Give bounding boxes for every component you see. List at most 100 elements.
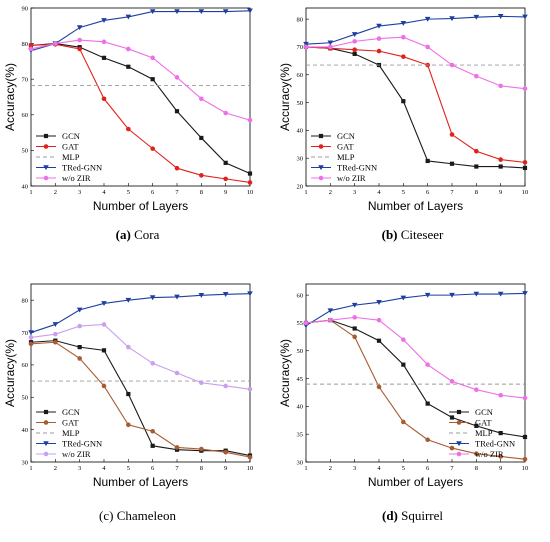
data-point-w-o-zir <box>150 55 155 61</box>
series-line-gat <box>30 43 251 183</box>
series-line-tred-gnn <box>30 10 251 52</box>
data-point-tred-gnn <box>497 291 504 297</box>
data-point-w-o-zir <box>101 39 107 45</box>
data-point-w-o-zir <box>150 360 155 366</box>
data-point-gat <box>101 96 107 102</box>
data-point-tred-gnn <box>101 301 107 307</box>
y-tick-label: 50 <box>297 348 304 355</box>
data-point-tred-gnn <box>174 9 180 15</box>
data-point-gcn <box>126 64 131 69</box>
data-point-gcn <box>101 55 107 60</box>
data-point-tred-gnn <box>376 300 382 305</box>
data-point-gat <box>126 422 131 428</box>
legend-marker <box>43 133 49 139</box>
x-tick-label: 6 <box>426 465 430 472</box>
x-tick-label: 1 <box>304 465 307 472</box>
series-line-tred-gnn <box>305 292 526 327</box>
x-tick-label: 7 <box>450 465 454 472</box>
x-tick-label: 8 <box>200 465 203 472</box>
legend-marker <box>43 175 49 181</box>
legend-marker <box>318 133 324 139</box>
y-axis-label: Accuracy(%) <box>278 339 292 407</box>
legend-marker <box>43 409 49 415</box>
x-tick-label: 10 <box>522 465 529 472</box>
x-tick-label: 10 <box>247 189 254 196</box>
data-point-w-o-zir <box>28 46 34 52</box>
data-point-tred-gnn <box>222 9 229 15</box>
legend-label: MLP <box>62 428 80 438</box>
caption-name: Squirrel <box>401 508 444 523</box>
x-tick-label: 1 <box>304 189 307 196</box>
data-point-gcn <box>474 164 479 169</box>
chart-cora: 1 2 3 4 5 6 7 8 9 10 40 50 60 70 80 90 Number of Layers A… <box>0 0 275 215</box>
caption-name: Cora <box>134 227 160 242</box>
y-tick-label: 90 <box>22 5 29 12</box>
data-point-tred-gnn <box>149 9 156 15</box>
caption-chameleon: (c) Chameleon <box>0 508 275 524</box>
data-point-gat <box>199 446 204 452</box>
series-line-tred-gnn <box>305 15 526 45</box>
data-point-tred-gnn <box>327 40 334 46</box>
legend-marker <box>456 409 462 415</box>
data-point-w-o-zir <box>174 370 180 376</box>
y-tick-label: 30 <box>22 459 29 466</box>
data-point-gcn <box>101 348 107 353</box>
data-point-tred-gnn <box>28 330 34 336</box>
data-point-gat <box>352 334 357 340</box>
data-point-gat <box>425 437 430 443</box>
series-line-tred-gnn <box>30 293 251 334</box>
data-point-gat <box>352 47 357 53</box>
legend-marker <box>318 175 324 181</box>
data-point-gat <box>101 383 107 389</box>
data-point-gcn <box>174 109 180 114</box>
legend-marker <box>43 451 49 457</box>
data-point-gcn <box>474 423 479 428</box>
series-w-o-zir <box>28 322 253 392</box>
data-point-gat <box>223 176 228 182</box>
data-point-gcn <box>126 391 131 397</box>
series-line-gat <box>305 319 526 460</box>
x-tick-label: 5 <box>402 189 405 196</box>
y-tick-label: 60 <box>22 362 29 369</box>
data-point-w-o-zir <box>474 73 479 79</box>
data-point-tred-gnn <box>351 32 358 38</box>
data-point-gat <box>449 132 455 137</box>
y-tick-label: 80 <box>22 297 29 304</box>
legend-marker <box>318 144 324 149</box>
x-tick-label: 6 <box>151 189 155 196</box>
caption-label: (c) <box>99 508 114 523</box>
x-axis-label: Number of Layers <box>93 475 188 489</box>
x-tick-label: 6 <box>151 465 155 472</box>
caption-label: (a) <box>115 227 131 242</box>
x-axis-label: Number of Layers <box>93 199 188 213</box>
data-point-gat <box>247 180 253 185</box>
data-point-tred-gnn <box>198 293 205 298</box>
data-point-gcn <box>401 99 406 104</box>
y-tick-label: 35 <box>297 431 304 438</box>
data-point-gat <box>150 428 155 434</box>
y-tick-label: 50 <box>297 100 304 107</box>
x-tick-label: 3 <box>78 465 81 472</box>
legend-label: TRed-GNN <box>62 163 102 173</box>
data-point-w-o-zir <box>401 337 406 342</box>
series-w-o-zir <box>28 37 253 123</box>
y-tick-label: 20 <box>297 183 304 190</box>
series-line-gat <box>30 341 251 458</box>
legend-label: GAT <box>62 142 79 152</box>
data-point-w-o-zir <box>328 44 333 50</box>
data-point-gat <box>401 419 406 425</box>
series-line-w-o-zir <box>305 316 526 399</box>
x-tick-label: 8 <box>475 465 478 472</box>
data-point-gcn <box>425 158 430 164</box>
plot-frame <box>30 7 251 187</box>
legend-marker <box>43 144 49 149</box>
data-point-tred-gnn <box>449 292 455 298</box>
legend-marker <box>456 420 462 425</box>
x-axis-label: Number of Layers <box>368 475 463 489</box>
data-point-gcn <box>223 160 228 165</box>
series-line-gcn <box>305 46 526 169</box>
data-point-w-o-zir <box>449 379 455 384</box>
y-tick-label: 60 <box>297 72 304 79</box>
